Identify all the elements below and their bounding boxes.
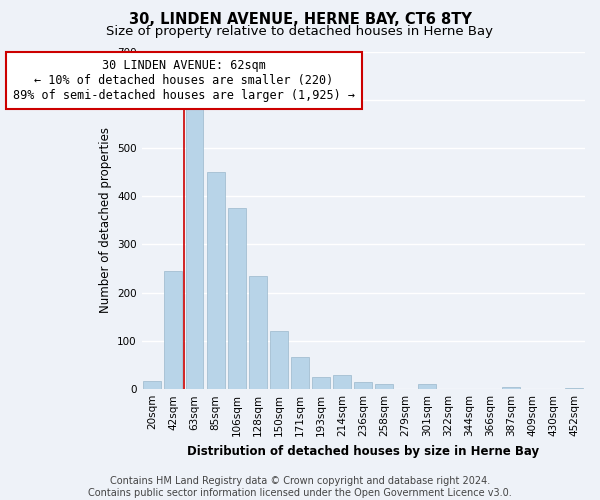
- Bar: [143, 381, 161, 389]
- Bar: [565, 388, 583, 389]
- Bar: [333, 374, 351, 389]
- Text: Size of property relative to detached houses in Herne Bay: Size of property relative to detached ho…: [107, 25, 493, 38]
- Bar: [312, 377, 330, 389]
- Text: 30 LINDEN AVENUE: 62sqm
← 10% of detached houses are smaller (220)
89% of semi-d: 30 LINDEN AVENUE: 62sqm ← 10% of detache…: [13, 58, 355, 102]
- Text: Contains HM Land Registry data © Crown copyright and database right 2024.
Contai: Contains HM Land Registry data © Crown c…: [88, 476, 512, 498]
- Bar: [270, 332, 288, 389]
- Y-axis label: Number of detached properties: Number of detached properties: [98, 128, 112, 314]
- X-axis label: Distribution of detached houses by size in Herne Bay: Distribution of detached houses by size …: [187, 444, 539, 458]
- Bar: [249, 276, 267, 389]
- Bar: [355, 382, 373, 389]
- Bar: [185, 107, 203, 389]
- Bar: [418, 384, 436, 389]
- Bar: [228, 208, 245, 389]
- Bar: [291, 357, 309, 389]
- Text: 30, LINDEN AVENUE, HERNE BAY, CT6 8TY: 30, LINDEN AVENUE, HERNE BAY, CT6 8TY: [128, 12, 472, 28]
- Bar: [164, 271, 182, 389]
- Bar: [376, 384, 394, 389]
- Bar: [206, 172, 224, 389]
- Bar: [502, 388, 520, 389]
